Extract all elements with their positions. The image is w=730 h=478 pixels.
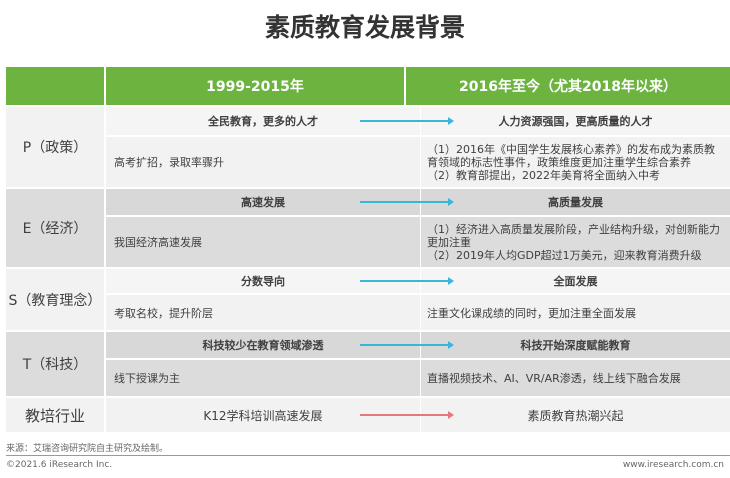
before-detail: 我国经济高速发展 [106,217,421,267]
after-detail: （1）经济进入高质量发展阶段，产业结构升级，对创新能力更加注重 [427,222,720,249]
before-detail: 考取名校，提升阶层 [106,295,421,330]
row-society: S（教育理念） 分数导向 全面发展 考取名校，提升阶层 注重文化课成绩的同时，更加注… [6,269,730,330]
row-label: T（科技） [6,332,106,396]
website-link[interactable]: www.iresearch.com.cn [622,460,724,470]
after-detail: （1）2016年《中国学生发展核心素养》的发布成为素质教育领域的标志性事件，政策… [427,142,715,169]
after-detail: 注重文化课成绩的同时，更加注重全面发展 [427,306,636,320]
before-detail: 线下授课为主 [106,360,421,396]
after-head: 高质量发展 [548,196,603,209]
after-detail: （2）2019年人均GDP超过1万美元，迎来教育消费升级 [427,248,702,262]
arrow-icon [360,277,454,285]
comparison-table: 1999-2015年 2016年至今（尤其2018年以来） P（政策） 全民教育… [6,67,730,432]
row-label: P（政策） [6,107,106,187]
row-label: E（经济） [6,189,106,267]
source-note: 来源：艾瑞咨询研究院自主研究及绘制。 [6,444,169,454]
header-col2: 1999-2015年 [106,67,406,105]
header-col1 [6,67,106,105]
after-detail: （2）教育部提出，2022年美育将全面纳入中考 [427,168,660,182]
row-economy: E（经济） 高速发展 高质量发展 我国经济高速发展 （1）经济进入高质量发展阶段，产… [6,189,730,267]
after-head: 科技开始深度赋能教育 [520,339,631,352]
copyright: ©2021.6 iResearch Inc. [6,460,113,470]
arrow-icon [360,117,454,125]
row-technology: T（科技） 科技较少在教育领域渗透 科技开始深度赋能教育 线下授课为主 直播视频技术… [6,332,730,396]
page-title: 素质教育发展背景 [264,13,465,42]
header-col3: 2016年至今（尤其2018年以来） [459,79,677,95]
divider [6,455,730,456]
row-label: 教培行业 [6,398,106,432]
row-industry: 教培行业 K12学科培训高速发展 素质教育热潮兴起 [6,398,730,432]
after-detail: 直播视频技术、AI、VR/AR渗透，线上线下融合发展 [427,372,681,385]
before-detail: 高考扩招，录取率骤升 [106,137,421,187]
industry-after: 素质教育热潮兴起 [527,408,624,423]
row-policy: P（政策） 全民教育，更多的人才 人力资源强国，更高质量的人才 高考扩招，录取率骤… [6,107,730,187]
arrow-icon [360,411,454,419]
row-label: S（教育理念） [6,269,106,330]
table-header: 1999-2015年 2016年至今（尤其2018年以来） [6,67,730,105]
arrow-icon [360,341,454,349]
after-head: 全面发展 [553,275,598,288]
arrow-icon [360,198,454,206]
after-head: 人力资源强国，更高质量的人才 [498,115,653,128]
